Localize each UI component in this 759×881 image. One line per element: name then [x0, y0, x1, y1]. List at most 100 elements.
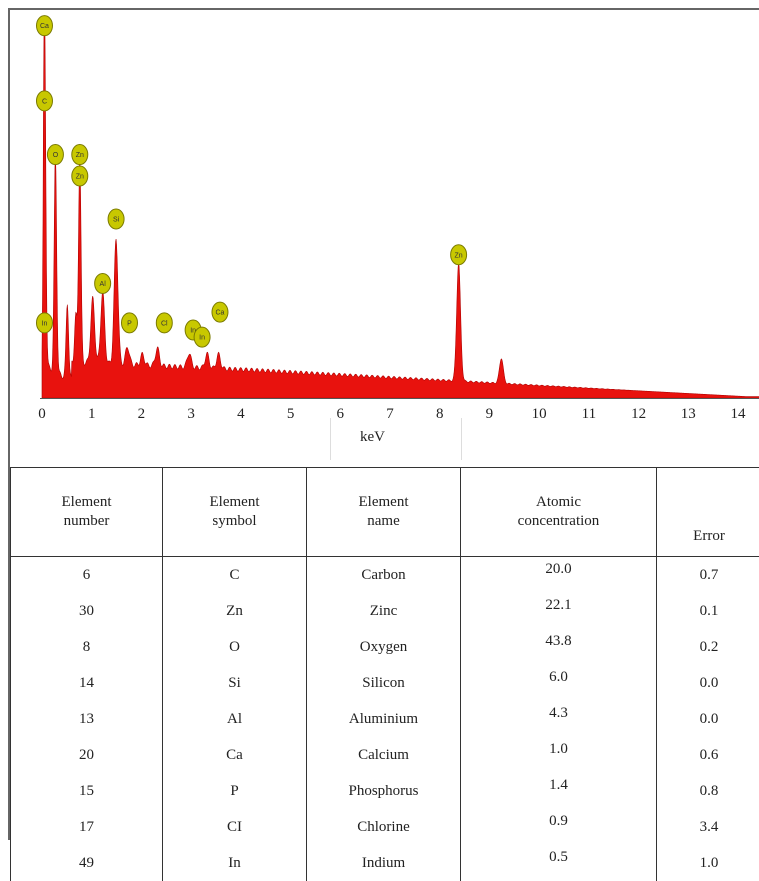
svg-text:Zn: Zn	[76, 152, 84, 159]
cell-element-number: 13	[11, 701, 163, 737]
cell-element-symbol: In	[163, 845, 307, 881]
cell-error: 0.2	[657, 629, 759, 665]
peak-label-si: Si	[108, 209, 124, 229]
cell-error: 0.8	[657, 773, 759, 809]
svg-text:In: In	[42, 320, 48, 327]
x-tick-label: 9	[486, 406, 494, 422]
cell-element-symbol: P	[163, 773, 307, 809]
cell-error: 0.0	[657, 701, 759, 737]
cell-atomic-concentration: 20.0	[461, 557, 657, 594]
cell-element-name: Zinc	[307, 593, 461, 629]
peak-label-zn: Zn	[451, 245, 467, 265]
cell-atomic-concentration: 0.9	[461, 809, 657, 845]
x-tick-label: 12	[631, 406, 646, 422]
peak-label-o: O	[47, 145, 63, 165]
cell-atomic-concentration: 4.3	[461, 701, 657, 737]
x-tick-label: 14	[731, 406, 747, 422]
cell-element-number: 8	[11, 629, 163, 665]
svg-text:O: O	[53, 152, 59, 159]
peak-label-cl: Cl	[156, 313, 172, 333]
svg-text:Ca: Ca	[40, 23, 49, 30]
x-tick-label: 2	[138, 406, 146, 422]
cell-element-number: 14	[11, 665, 163, 701]
peak-label-c: C	[36, 91, 52, 111]
svg-text:Si: Si	[113, 217, 120, 224]
cell-atomic-concentration: 22.1	[461, 593, 657, 629]
svg-text:P: P	[127, 320, 132, 327]
cell-atomic-concentration: 6.0	[461, 665, 657, 701]
svg-text:In: In	[199, 335, 205, 342]
cell-element-name: Oxygen	[307, 629, 461, 665]
cell-element-name: Phosphorus	[307, 773, 461, 809]
x-tick-label: 11	[582, 406, 596, 422]
x-tick-label: 0	[38, 406, 46, 422]
cell-element-number: 20	[11, 737, 163, 773]
cell-element-number: 30	[11, 593, 163, 629]
peak-label-ca: Ca	[36, 16, 52, 36]
x-tick-label: 4	[237, 406, 245, 422]
cell-element-symbol: Zn	[163, 593, 307, 629]
cell-error: 0.6	[657, 737, 759, 773]
peak-label-zn: Zn	[72, 166, 88, 186]
cell-error: 0.7	[657, 557, 759, 594]
svg-text:Zn: Zn	[76, 174, 84, 181]
cell-element-symbol: C	[163, 557, 307, 594]
cell-element-name: Silicon	[307, 665, 461, 701]
peak-label-p: P	[121, 313, 137, 333]
x-tick-label: 13	[681, 406, 696, 422]
cell-element-number: 17	[11, 809, 163, 845]
peak-label-ca: Ca	[212, 302, 228, 322]
cell-element-symbol: O	[163, 629, 307, 665]
cell-element-number: 49	[11, 845, 163, 881]
svg-text:Ca: Ca	[216, 310, 225, 317]
cell-error: 0.1	[657, 593, 759, 629]
svg-text:Cl: Cl	[161, 320, 168, 327]
cell-element-name: Indium	[307, 845, 461, 881]
cell-atomic-concentration: 1.0	[461, 737, 657, 773]
cell-element-name: Carbon	[307, 557, 461, 594]
svg-text:C: C	[42, 98, 47, 105]
cell-element-symbol: Ca	[163, 737, 307, 773]
axis-label-box	[330, 418, 462, 460]
peak-label-al: Al	[95, 273, 111, 293]
cell-element-number: 6	[11, 557, 163, 594]
cell-atomic-concentration: 43.8	[461, 629, 657, 665]
cell-element-name: Calcium	[307, 737, 461, 773]
cell-element-symbol: Al	[163, 701, 307, 737]
peak-label-in: In	[36, 313, 52, 333]
cell-error: 1.0	[657, 845, 759, 881]
svg-text:Al: Al	[100, 281, 107, 288]
spectrum-area	[42, 26, 759, 398]
x-tick-label: 3	[187, 406, 195, 422]
x-tick-label: 1	[88, 406, 96, 422]
x-tick-label: 5	[287, 406, 295, 422]
cell-error: 3.4	[657, 809, 759, 845]
cell-element-symbol: CI	[163, 809, 307, 845]
peak-label-zn: Zn	[72, 145, 88, 165]
header-error: Error	[657, 468, 759, 557]
cell-element-symbol: Si	[163, 665, 307, 701]
cell-element-number: 15	[11, 773, 163, 809]
x-axis-label: keV	[360, 429, 385, 446]
x-tick-label: 10	[532, 406, 547, 422]
cell-element-name: Aluminium	[307, 701, 461, 737]
cell-atomic-concentration: 1.4	[461, 773, 657, 809]
cell-error: 0.0	[657, 665, 759, 701]
svg-text:Zn: Zn	[455, 252, 463, 259]
